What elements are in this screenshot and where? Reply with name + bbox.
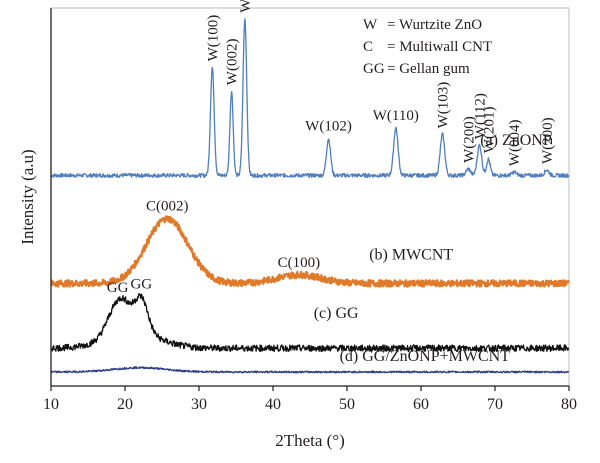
legend-key-0: W	[363, 17, 378, 33]
series-line-2	[50, 293, 570, 353]
plot-border	[50, 7, 570, 387]
chart-frame	[50, 7, 570, 387]
series-labels: (a) ZnONP (b) MWCNT (c) GG (d) GG/ZnONP+MWC…	[314, 132, 552, 365]
peak-label-6: W(200)	[461, 116, 477, 163]
series-line-0	[50, 18, 570, 178]
peak-label-2: W(101)	[238, 0, 254, 13]
y-axis-title: Intensity (a.u)	[18, 149, 37, 244]
legend-text-2: = Gellan gum	[387, 61, 470, 77]
x-tick-label-2: 30	[191, 396, 207, 413]
peak-label-10: W(200)	[540, 117, 556, 164]
series-line-1	[50, 215, 570, 288]
peak-label-4: W(110)	[373, 108, 419, 124]
peak-label-12: C(100)	[278, 255, 321, 271]
peak-label-11: C(002)	[146, 199, 189, 215]
peak-label-9: W(004)	[507, 120, 523, 167]
series-label-3: (d) GG/ZnONP+MWCNT	[340, 348, 511, 365]
x-axis-title: 2Theta (°)	[275, 431, 345, 450]
peak-label-13: GG	[107, 280, 129, 296]
x-tick-label-0: 10	[43, 396, 59, 413]
series-label-2: (c) GG	[314, 305, 359, 322]
x-tick-label-5: 60	[413, 396, 429, 413]
series-group	[50, 18, 570, 374]
axes: 10 20 30 40 50 60 70 80 2Theta (°) Intensity (a.u…	[18, 8, 577, 450]
series-line-3	[50, 366, 570, 374]
x-tick-label-6: 70	[487, 396, 503, 413]
x-tick-label-1: 20	[117, 396, 133, 413]
peak-annotations: W(100)W(002) W(101) W(102) W(110) W(103) W(20…	[107, 0, 556, 296]
x-tick-label-3: 40	[265, 396, 281, 413]
legend-text-0: = Wurtzite ZnO	[387, 17, 482, 33]
legend-key-1: C	[363, 39, 373, 55]
series-label-1: (b) MWCNT	[369, 247, 453, 264]
peak-label-0: W(100)	[205, 15, 221, 62]
peak-label-7: W(112)	[473, 93, 489, 139]
peak-label-8: W(201)	[481, 107, 497, 154]
series-label-0: (a) ZnONP	[480, 132, 552, 149]
peak-label-3: W(102)	[305, 119, 352, 135]
x-tick-label-4: 50	[339, 396, 355, 413]
peak-label-14: GG	[130, 276, 152, 292]
legend-text-1: = Multiwall CNT	[387, 39, 492, 55]
legend-key-2: GG	[363, 61, 385, 77]
peak-label-5: W(103)	[436, 82, 452, 129]
peak-label-1: W(002)	[225, 39, 241, 86]
x-tick-label-7: 80	[561, 396, 577, 413]
